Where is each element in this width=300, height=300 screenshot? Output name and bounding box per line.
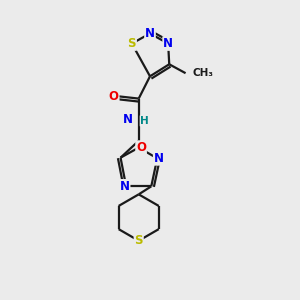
Text: N: N [154, 152, 164, 165]
Text: O: O [109, 90, 119, 103]
Text: S: S [134, 234, 143, 247]
Text: H: H [140, 116, 149, 126]
Text: N: N [145, 27, 155, 40]
Text: N: N [120, 180, 130, 193]
Text: O: O [136, 141, 146, 154]
Text: N: N [163, 37, 173, 50]
Text: S: S [128, 37, 136, 50]
Text: N: N [122, 113, 132, 126]
Text: CH₃: CH₃ [192, 68, 213, 78]
